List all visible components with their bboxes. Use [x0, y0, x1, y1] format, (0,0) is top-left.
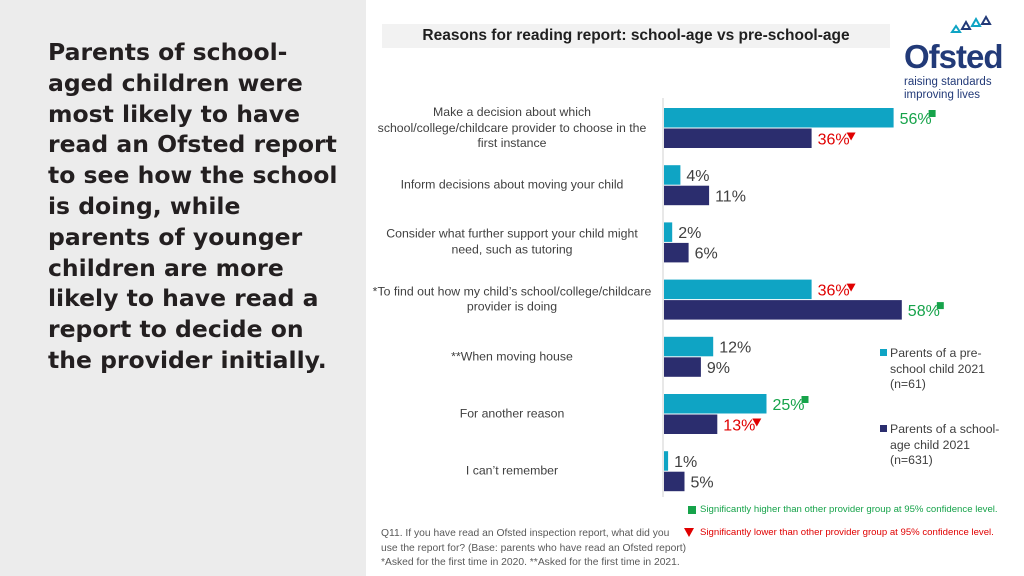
bar-school-age: [664, 300, 902, 320]
footnote: Q11. If you have read an Ofsted inspecti…: [381, 527, 711, 571]
data-label: 4%: [686, 168, 709, 185]
legend-label-pre-school-3: (n=61): [890, 377, 926, 391]
headline-text: Parents of school-aged children were mos…: [48, 38, 338, 374]
data-label: 13%: [723, 417, 755, 434]
legend-item-school-age: Parents of a school- age child 2021 (n=6…: [880, 422, 1015, 469]
bar-pre-school: [664, 451, 669, 471]
left-panel: Parents of school-aged children were mos…: [0, 0, 366, 576]
legend-label-school-age-3: (n=631): [890, 453, 933, 467]
data-label: 58%: [908, 303, 940, 320]
bar-pre-school: [664, 279, 812, 300]
legend-swatch-school-age: [880, 425, 887, 432]
data-label: 25%: [773, 397, 805, 414]
data-label: 11%: [715, 188, 746, 205]
bar-pre-school: [664, 165, 681, 185]
significance-higher-icon: [928, 110, 936, 117]
logo-tagline-1: raising standards: [904, 76, 992, 88]
footnote-line-3: *Asked for the first time in 2020. **Ask…: [381, 557, 680, 568]
key-higher-icon: [688, 506, 696, 514]
data-label: 1%: [674, 454, 697, 471]
bar-pre-school: [664, 108, 894, 128]
data-label: 36%: [818, 282, 850, 299]
significance-higher-icon: [801, 396, 809, 403]
category-label: For another reason: [459, 406, 565, 421]
legend-swatch-pre-school: [880, 349, 887, 356]
logo-stars-icon: [950, 14, 992, 33]
chart-title: Reasons for reading report: school-age v…: [382, 24, 890, 48]
significance-higher-note: Significantly higher than other provider…: [700, 504, 998, 515]
legend-label-pre-school-2: school child 2021: [890, 361, 986, 376]
bar-school-age: [664, 185, 710, 206]
bar-school-age: [664, 357, 701, 377]
data-label: 9%: [707, 360, 730, 377]
data-label: 2%: [678, 225, 701, 242]
significance-lower-icon: [752, 418, 762, 427]
bar-school-age: [664, 471, 685, 492]
logo-wordmark: Ofsted: [904, 38, 1004, 75]
legend-label-pre-school-1: Parents of a pre-: [890, 346, 982, 360]
footnote-line-2: use the report for? (Base: parents who h…: [381, 542, 687, 554]
data-label: 36%: [818, 131, 850, 148]
significance-lower-note: Significantly lower than other provider …: [700, 527, 994, 538]
category-label: *To find out how my child’s school/colle…: [372, 284, 652, 314]
bar-pre-school: [664, 336, 714, 357]
legend-label-school-age-1: Parents of a school-: [890, 422, 1000, 436]
category-label: Inform decisions about moving your child: [400, 177, 624, 192]
logo-tagline-2: improving lives: [904, 89, 981, 101]
significance-higher-icon: [936, 302, 944, 310]
legend-label-school-age-2: age child 2021: [890, 437, 970, 452]
category-label: Make a decision about which school/colle…: [377, 104, 647, 150]
data-label: 56%: [900, 111, 932, 128]
category-label: **When moving house: [451, 349, 573, 364]
bar-school-age: [664, 414, 718, 434]
legend-item-pre-school: Parents of a pre- school child 2021 (n=6…: [880, 346, 1015, 393]
footnote-line-1: Q11. If you have read an Ofsted inspecti…: [381, 528, 670, 539]
data-label: 5%: [691, 474, 714, 491]
bar-school-age: [664, 128, 812, 148]
ofsted-logo: Ofsted raising standards improving lives: [900, 14, 1010, 101]
bar-school-age: [664, 242, 689, 263]
category-label: Consider what further support your child…: [386, 226, 638, 257]
significance-lower-icon: [846, 132, 856, 141]
category-label: I can’t remember: [465, 463, 559, 478]
data-label: 6%: [695, 246, 718, 263]
data-label: 12%: [719, 340, 751, 357]
significance-lower-icon: [846, 283, 856, 292]
bar-pre-school: [664, 394, 767, 414]
bar-pre-school: [664, 222, 673, 242]
key-lower-icon: [684, 528, 694, 537]
